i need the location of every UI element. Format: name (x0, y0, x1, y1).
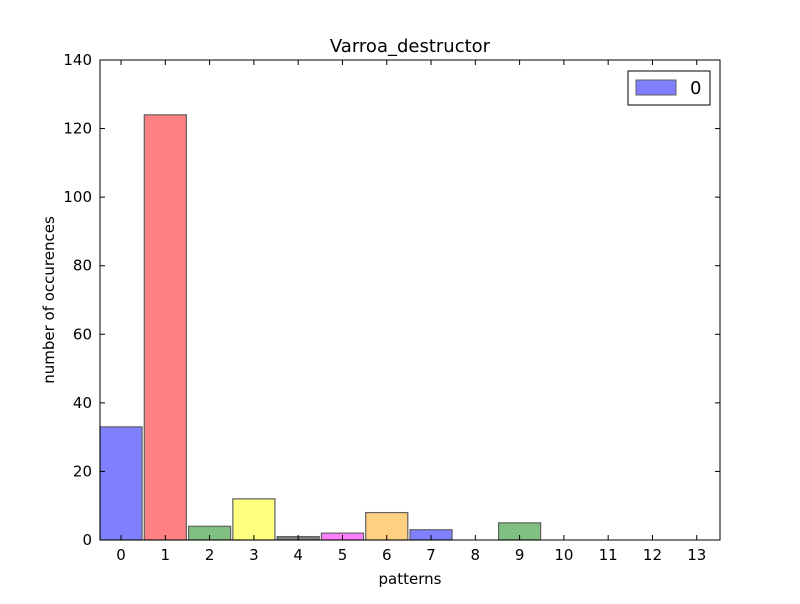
legend: 0 (627, 70, 711, 106)
y-tick-label: 60 (73, 325, 92, 343)
x-tick-label: 9 (515, 546, 525, 564)
x-tick-label: 1 (161, 546, 171, 564)
x-tick-label: 6 (382, 546, 392, 564)
x-axis-label: patterns (379, 570, 442, 588)
x-tick-label: 7 (426, 546, 436, 564)
y-tick-label: 20 (73, 462, 92, 480)
bar-0 (99, 426, 143, 541)
y-tick-label: 40 (73, 394, 92, 412)
y-tick-label: 140 (63, 51, 92, 69)
y-tick-label: 0 (82, 531, 92, 549)
bars (99, 114, 542, 541)
x-tick-label: 2 (205, 546, 215, 564)
chart-title: Varroa_destructor (330, 36, 491, 57)
bar-3 (232, 498, 276, 541)
x-tick-label: 5 (338, 546, 348, 564)
x-tick-label: 12 (643, 546, 662, 564)
x-tick-label: 3 (249, 546, 259, 564)
x-tick-label: 11 (599, 546, 618, 564)
x-tick-label: 4 (293, 546, 303, 564)
y-axis-label: number of occurences (40, 216, 58, 384)
legend-swatch (635, 79, 677, 96)
bar-1 (143, 114, 187, 541)
y-tick-label: 80 (73, 257, 92, 275)
x-tick-label: 10 (554, 546, 573, 564)
y-tick-label: 120 (63, 120, 92, 138)
y-tick-label: 100 (63, 188, 92, 206)
plot-frame (99, 59, 721, 541)
x-tick-label: 13 (687, 546, 706, 564)
legend-label: 0 (690, 78, 701, 99)
x-tick-label: 8 (471, 546, 481, 564)
x-tick-label: 0 (116, 546, 126, 564)
